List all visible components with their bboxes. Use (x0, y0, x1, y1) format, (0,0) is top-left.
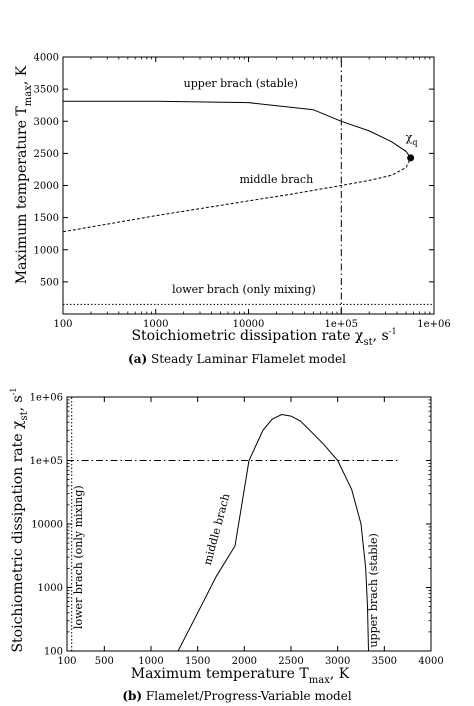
chart-b-caption: (b) Flamelet/Progress-Variable model (122, 689, 352, 703)
chart-b-y-tick-label: 10000 (31, 520, 63, 531)
chart-a-y-tick-label: 4000 (34, 53, 59, 64)
chart-b-x-tick-label: 2000 (232, 656, 257, 667)
chart-a-annotation: middle brach (240, 173, 314, 186)
chart-a-y-axis-title: Maximum temperature Tmax, K (14, 65, 34, 284)
chart-a-quenching-point (407, 154, 415, 162)
chart-b-x-tick-label: 3000 (325, 656, 350, 667)
chart-b-plot-area: 100 500 1000 1500 2000 2500 3000 3500 4000 100 100… (30, 393, 444, 668)
chart-a-x-tick-label: 1e+06 (417, 319, 450, 330)
chart-a-y-tick-label: 3500 (34, 85, 59, 96)
chart-b-y-axis-title: Stoichiometric dissipation rate χst, s-1 (9, 387, 30, 652)
chart-b-y-tick-label: 100 (44, 647, 63, 658)
chart-a-series-dashed-line (62, 157, 412, 233)
chart-a-annotation: lower brach (only mixing) (172, 283, 316, 296)
chart-b-x-tick-label: 100 (57, 656, 76, 667)
chart-b-x-tick-label: 3500 (372, 656, 397, 667)
chart-b-series-solid-line (177, 413, 369, 652)
chart-b-x-axis-title: Maximum temperature Tmax, K (131, 666, 350, 686)
chart-b-x-tick-label: 2500 (278, 656, 303, 667)
chart-b-y-tick-label: 1e+06 (30, 393, 63, 404)
chart-b-x-tick-label: 1500 (185, 656, 210, 667)
chart-a-plot-area: 100 1000 10000 1e+05 1e+06 500 1000 1500 2000 250… (34, 53, 451, 331)
chart-b-annotation: upper brach (stable) (367, 533, 380, 647)
chart-b-y-tick-label: 1e+05 (30, 456, 63, 467)
chart-b-annotation: lower brach (only mixing) (72, 485, 85, 629)
chart-a-x-tick-label: 1000 (143, 319, 168, 330)
chart-a-x-tick-label: 10000 (233, 319, 265, 330)
chart-a-y-tick-label: 2000 (34, 181, 59, 192)
chart-a-quenching-label: χq (406, 131, 418, 147)
chart-b-flamelet-progress-variable: 100 500 1000 1500 2000 2500 3000 3500 4000 100 100… (9, 387, 444, 703)
chart-a-x-tick-label: 100 (53, 319, 72, 330)
chart-b-annotation: middle brach (201, 492, 233, 567)
chart-a-annotation: upper brach (stable) (184, 77, 298, 90)
chart-a-y-tick-label: 2500 (34, 149, 59, 160)
chart-a-x-tick-label: 1e+05 (325, 319, 358, 330)
chart-a-caption: (a) Steady Laminar Flamelet model (128, 352, 346, 366)
chart-b-x-tick-label: 1000 (138, 656, 163, 667)
chart-a-y-tick-label: 1000 (34, 245, 59, 256)
chart-b-y-tick-label: 1000 (38, 583, 63, 594)
chart-a-series-solid-line (63, 100, 412, 159)
chart-a-steady-laminar-flamelet: 100 1000 10000 1e+05 1e+06 500 1000 1500 2000 250… (14, 53, 451, 367)
chart-b-x-tick-label: 4000 (418, 656, 443, 667)
chart-a-x-axis-title: Stoichiometric dissipation rate χst, s-1 (131, 327, 396, 348)
chart-a-y-tick-label: 500 (40, 277, 59, 288)
chart-b-x-tick-label: 500 (95, 656, 114, 667)
chart-a-y-tick-label: 3000 (34, 117, 59, 128)
chart-a-y-tick-label: 1500 (34, 213, 59, 224)
